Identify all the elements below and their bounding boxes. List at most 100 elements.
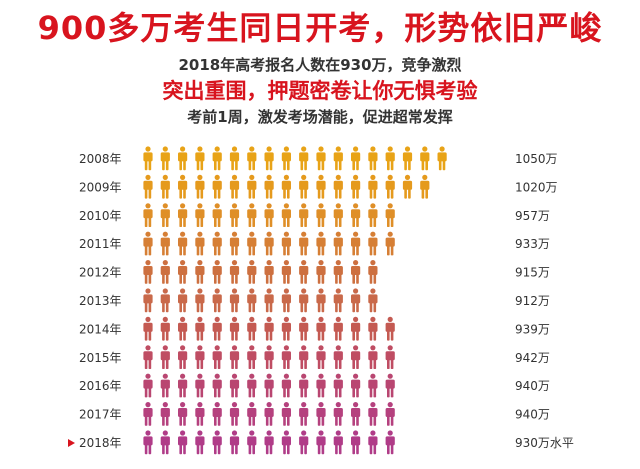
- year-tick-label: 2009年: [79, 180, 122, 194]
- person-icon: [247, 373, 257, 398]
- person-icon: [195, 345, 205, 369]
- person-icon: [264, 316, 274, 341]
- value-data-label: 1020万: [515, 180, 558, 194]
- person-icon: [351, 345, 361, 369]
- person-icon: [212, 146, 222, 171]
- person-icon: [385, 430, 395, 455]
- value-data-label: 939万: [515, 322, 550, 336]
- person-icon: [247, 402, 257, 426]
- person-icon: [143, 203, 153, 227]
- chart-row: 2018年 930万水平: [68, 430, 574, 455]
- person-icon: [195, 288, 205, 313]
- person-icon: [229, 345, 240, 369]
- person-icon: [368, 345, 378, 369]
- person-icon: [351, 203, 361, 227]
- person-icon: [385, 146, 395, 171]
- person-icon: [264, 430, 274, 455]
- person-icon: [178, 146, 188, 171]
- person-icon: [178, 345, 188, 369]
- person-icon: [368, 260, 378, 284]
- person-icon: [143, 260, 153, 284]
- subtitle-slogan: 突出重围，押题密卷让你无惧考验: [162, 79, 478, 103]
- person-icon: [333, 231, 343, 256]
- person-icon: [368, 402, 378, 426]
- person-icon: [229, 402, 240, 426]
- value-data-label: 940万: [515, 379, 550, 393]
- person-icon: [195, 260, 205, 284]
- chart-row: 2017年 940万: [79, 402, 550, 426]
- person-icon: [195, 373, 205, 398]
- year-tick-label: 2018年: [79, 436, 122, 450]
- value-data-label: 940万: [515, 408, 550, 422]
- value-data-label: 930万水平: [515, 436, 574, 450]
- person-icon: [247, 316, 257, 341]
- person-icon: [316, 231, 326, 256]
- triangle-right-icon: [68, 439, 75, 447]
- person-icon: [212, 430, 222, 455]
- bar-mark: [143, 174, 430, 199]
- person-icon: [299, 146, 309, 171]
- bar-mark: [143, 260, 378, 284]
- person-icon: [316, 260, 326, 284]
- value-data-label: 915万: [515, 266, 550, 280]
- person-icon: [333, 402, 343, 426]
- year-tick-label: 2010年: [79, 209, 122, 223]
- person-icon: [178, 430, 188, 455]
- person-icon: [316, 174, 326, 199]
- person-icon: [229, 231, 240, 256]
- year-tick-label: 2017年: [79, 408, 122, 422]
- person-icon: [316, 345, 326, 369]
- person-icon: [299, 260, 309, 284]
- person-icon: [368, 174, 378, 199]
- person-icon: [212, 345, 222, 369]
- person-icon: [143, 373, 153, 398]
- person-icon: [160, 174, 170, 199]
- person-icon: [351, 231, 361, 256]
- subtitle-tagline: 考前1周，激发考场潜能，促进超常发挥: [187, 108, 453, 126]
- person-icon: [160, 231, 170, 256]
- person-icon: [178, 174, 188, 199]
- person-icon: [212, 174, 222, 199]
- person-icon: [316, 373, 326, 398]
- person-icon: [160, 316, 170, 341]
- person-icon: [264, 174, 274, 199]
- person-icon: [264, 345, 274, 369]
- page-title: 900多万考生同日开考，形势依旧严峻: [37, 9, 603, 47]
- person-icon: [281, 345, 291, 369]
- person-icon: [281, 402, 291, 426]
- person-icon: [385, 174, 395, 199]
- person-icon: [351, 402, 361, 426]
- person-icon: [281, 316, 291, 341]
- person-icon: [402, 146, 413, 171]
- person-icon: [178, 203, 188, 227]
- person-icon: [247, 174, 257, 199]
- person-icon: [281, 430, 291, 455]
- person-icon: [178, 288, 188, 313]
- person-icon: [368, 203, 378, 227]
- person-icon: [247, 430, 257, 455]
- person-icon: [333, 430, 343, 455]
- person-icon: [160, 402, 170, 426]
- person-icon: [264, 402, 274, 426]
- person-icon: [195, 174, 205, 199]
- person-icon: [264, 288, 274, 313]
- chart-row: 2009年 1020万: [79, 174, 558, 199]
- chart-row: 2015年 942万: [79, 345, 550, 369]
- person-icon: [247, 231, 257, 256]
- value-data-label: 957万: [515, 209, 550, 223]
- value-data-label: 912万: [515, 294, 550, 308]
- bar-mark: [143, 288, 378, 313]
- chart-row: 2014年 939万: [79, 316, 550, 341]
- person-icon: [143, 288, 153, 313]
- year-tick-label: 2015年: [79, 351, 122, 365]
- person-icon: [333, 260, 343, 284]
- bar-mark: [143, 430, 395, 455]
- person-icon: [385, 231, 395, 256]
- year-tick-label: 2012年: [79, 266, 122, 280]
- person-icon: [402, 174, 413, 199]
- person-icon: [264, 260, 274, 284]
- person-icon: [316, 430, 326, 455]
- bar-mark: [143, 373, 395, 398]
- year-tick-label: 2008年: [79, 152, 122, 166]
